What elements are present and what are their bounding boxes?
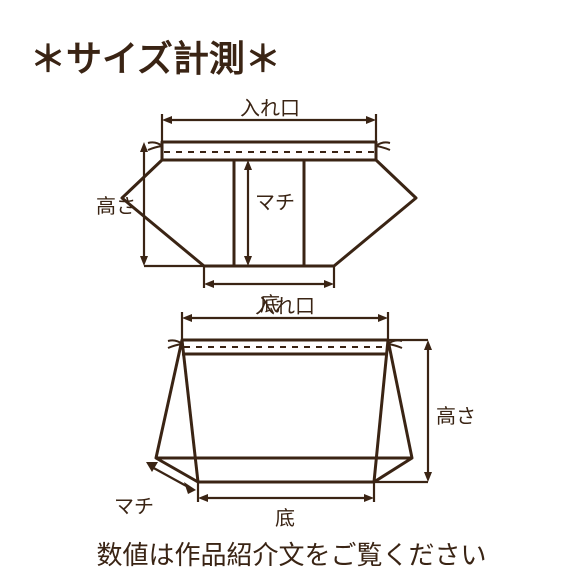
dim-stand-bottom xyxy=(198,482,374,502)
diagram-stand xyxy=(110,298,470,513)
dim-flat-gusset xyxy=(244,160,252,266)
label-flat-height: 高さ xyxy=(96,190,136,219)
canvas: ＊サイズ計測＊ xyxy=(0,0,583,583)
label-stand-gusset: マチ xyxy=(114,490,154,519)
footer-text: 数値は作品紹介文をご覧ください xyxy=(0,535,583,572)
label-flat-opening: 入れ口 xyxy=(240,92,300,121)
dim-flat-bottom xyxy=(204,266,334,288)
page-title: ＊サイズ計測＊ xyxy=(30,30,281,82)
label-stand-bottom: 底 xyxy=(275,502,295,531)
label-flat-gusset: マチ xyxy=(255,186,295,215)
label-stand-opening: 入れ口 xyxy=(255,290,315,319)
label-stand-height: 高さ xyxy=(436,400,476,429)
